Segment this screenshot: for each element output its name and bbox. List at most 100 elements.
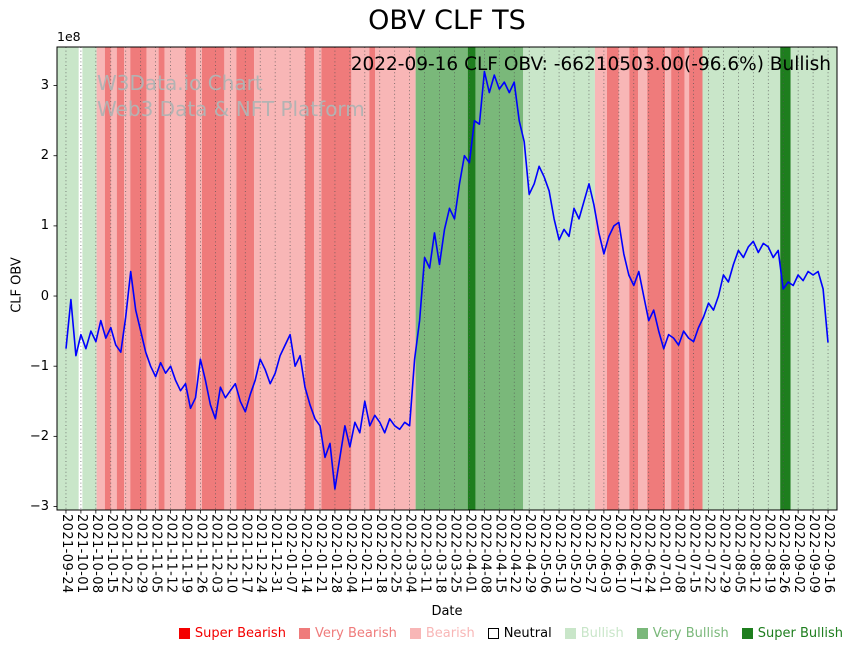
obv-value-annotation: 2022-09-16 CLF OBV: -66210503.00(-96.6%)… — [350, 54, 831, 75]
x-tick-label: 2022-04-01 — [462, 514, 478, 594]
x-tick-label: 2022-08-19 — [761, 514, 777, 594]
legend-label: Bullish — [580, 626, 624, 641]
x-tick-label: 2022-09-02 — [791, 514, 807, 594]
watermark: W3Data.io Chart Web3 Data & NFT Platform — [97, 70, 365, 122]
obv-line — [65, 70, 829, 490]
y-axis-offset-label: 1e8 — [57, 29, 81, 44]
band-bearish — [314, 47, 322, 510]
x-tick-label: 2021-12-03 — [208, 514, 224, 594]
y-tick-label: 0 — [40, 288, 49, 304]
band-very_bearish — [130, 47, 147, 510]
x-tick-label: 2022-02-11 — [357, 514, 373, 594]
band-very_bearish — [606, 47, 619, 510]
x-tick-label: 2021-12-31 — [268, 514, 284, 594]
legend-item-super_bullish: Super Bullish — [741, 626, 843, 641]
legend-label: Bearish — [425, 626, 475, 641]
legend-item-very_bearish: Very Bearish — [298, 626, 397, 641]
band-very_bearish — [116, 47, 125, 510]
x-tick-label: 2021-11-12 — [163, 514, 179, 594]
legend-label: Very Bearish — [314, 626, 397, 641]
x-tick-label: 2022-02-04 — [342, 514, 358, 594]
x-tick-label: 2021-10-29 — [133, 514, 149, 594]
x-tick-label: 2022-01-21 — [312, 514, 328, 594]
x-tick-label: 2022-02-25 — [387, 514, 403, 594]
band-very_bearish — [689, 47, 703, 510]
legend-label: Super Bullish — [757, 626, 843, 641]
x-tick-label: 2022-06-17 — [626, 514, 642, 594]
x-tick-label: 2022-08-26 — [776, 514, 792, 594]
legend-item-bullish: Bullish — [564, 626, 624, 641]
band-bearish — [594, 47, 607, 510]
band-very_bearish — [647, 47, 666, 510]
x-tick-label: 2022-04-29 — [522, 514, 538, 594]
band-very_bearish — [305, 47, 315, 510]
x-tick-label: 2022-07-08 — [671, 514, 687, 594]
x-tick-label: 2022-08-12 — [746, 514, 762, 594]
band-very_bearish — [369, 47, 376, 510]
x-tick-label: 2021-10-22 — [118, 514, 134, 594]
band-very_bearish — [158, 47, 165, 510]
band-bearish — [375, 47, 416, 510]
x-tick-label: 2022-05-13 — [552, 514, 568, 594]
band-bullish — [82, 47, 97, 510]
x-tick-label: 2022-09-09 — [806, 514, 822, 594]
band-bullish — [523, 47, 595, 510]
x-tick-label: 2022-07-22 — [701, 514, 717, 594]
x-axis-label: Date — [431, 604, 463, 619]
legend-swatch-very_bearish — [298, 628, 310, 639]
band-bearish — [665, 47, 672, 510]
y-tick-label: 3 — [40, 78, 49, 94]
x-tick-label: 2022-01-14 — [298, 514, 314, 594]
x-tick-label: 2022-03-25 — [447, 514, 463, 594]
x-tick-label: 2022-06-03 — [596, 514, 612, 594]
band-bullish — [702, 47, 781, 510]
x-tick-label: 2022-04-08 — [477, 514, 493, 594]
x-tick-label: 2022-07-01 — [656, 514, 672, 594]
legend-swatch-very_bullish — [636, 628, 648, 639]
x-tick-label: 2022-01-28 — [327, 514, 343, 594]
band-bearish — [254, 47, 306, 510]
band-super_bullish — [780, 47, 791, 510]
x-tick-label: 2021-12-17 — [238, 514, 254, 594]
band-bearish — [618, 47, 630, 510]
x-tick-label: 2021-10-08 — [88, 514, 104, 594]
x-tick-label: 2022-06-24 — [641, 514, 657, 594]
x-tick-label: 2022-05-27 — [581, 514, 597, 594]
sentiment-legend: Super Bearish Very Bearish Bearish Neutral B… — [178, 626, 843, 641]
x-tick-label: 2022-07-15 — [686, 514, 702, 594]
x-tick-label: 2021-09-24 — [58, 514, 74, 594]
watermark-line1: W3Data.io Chart — [97, 71, 263, 95]
band-very_bearish — [671, 47, 685, 510]
x-tick-label: 2022-05-20 — [567, 514, 582, 594]
x-tick-label: 2021-12-10 — [223, 514, 239, 594]
band-very_bearish — [629, 47, 639, 510]
y-axis-label: CLF OBV — [9, 257, 25, 313]
plot-frame — [56, 46, 838, 511]
x-tick-label: 2021-11-26 — [193, 514, 209, 594]
legend-label: Super Bearish — [194, 626, 286, 641]
legend-item-very_bullish: Very Bullish — [636, 626, 729, 641]
band-bearish — [110, 47, 117, 510]
x-tick-label: 2022-02-18 — [372, 514, 388, 594]
chart-title: OBV CLF TS — [368, 5, 526, 36]
legend-item-bearish: Bearish — [409, 626, 475, 641]
y-tick-label: 2 — [40, 148, 49, 164]
band-bullish — [790, 47, 837, 510]
x-tick-label: 2022-09-16 — [821, 514, 837, 594]
band-bearish — [146, 47, 159, 510]
band-bearish — [224, 47, 237, 510]
legend-swatch-bullish — [564, 628, 576, 639]
x-tick-label: 2022-03-18 — [432, 514, 448, 594]
x-tick-label: 2021-12-24 — [253, 514, 269, 594]
legend-swatch-super_bullish — [741, 628, 753, 639]
y-tick-label: 1 — [40, 218, 49, 234]
band-bearish — [96, 47, 105, 510]
legend-swatch-super_bearish — [178, 628, 190, 639]
x-tick-label: 2022-04-15 — [492, 514, 508, 594]
legend-label: Very Bullish — [652, 626, 729, 641]
band-bullish — [57, 47, 79, 510]
x-tick-label: 2022-03-04 — [402, 514, 418, 594]
legend-item-super_bearish: Super Bearish — [178, 626, 286, 641]
x-tick-label: 2022-03-11 — [417, 514, 433, 594]
